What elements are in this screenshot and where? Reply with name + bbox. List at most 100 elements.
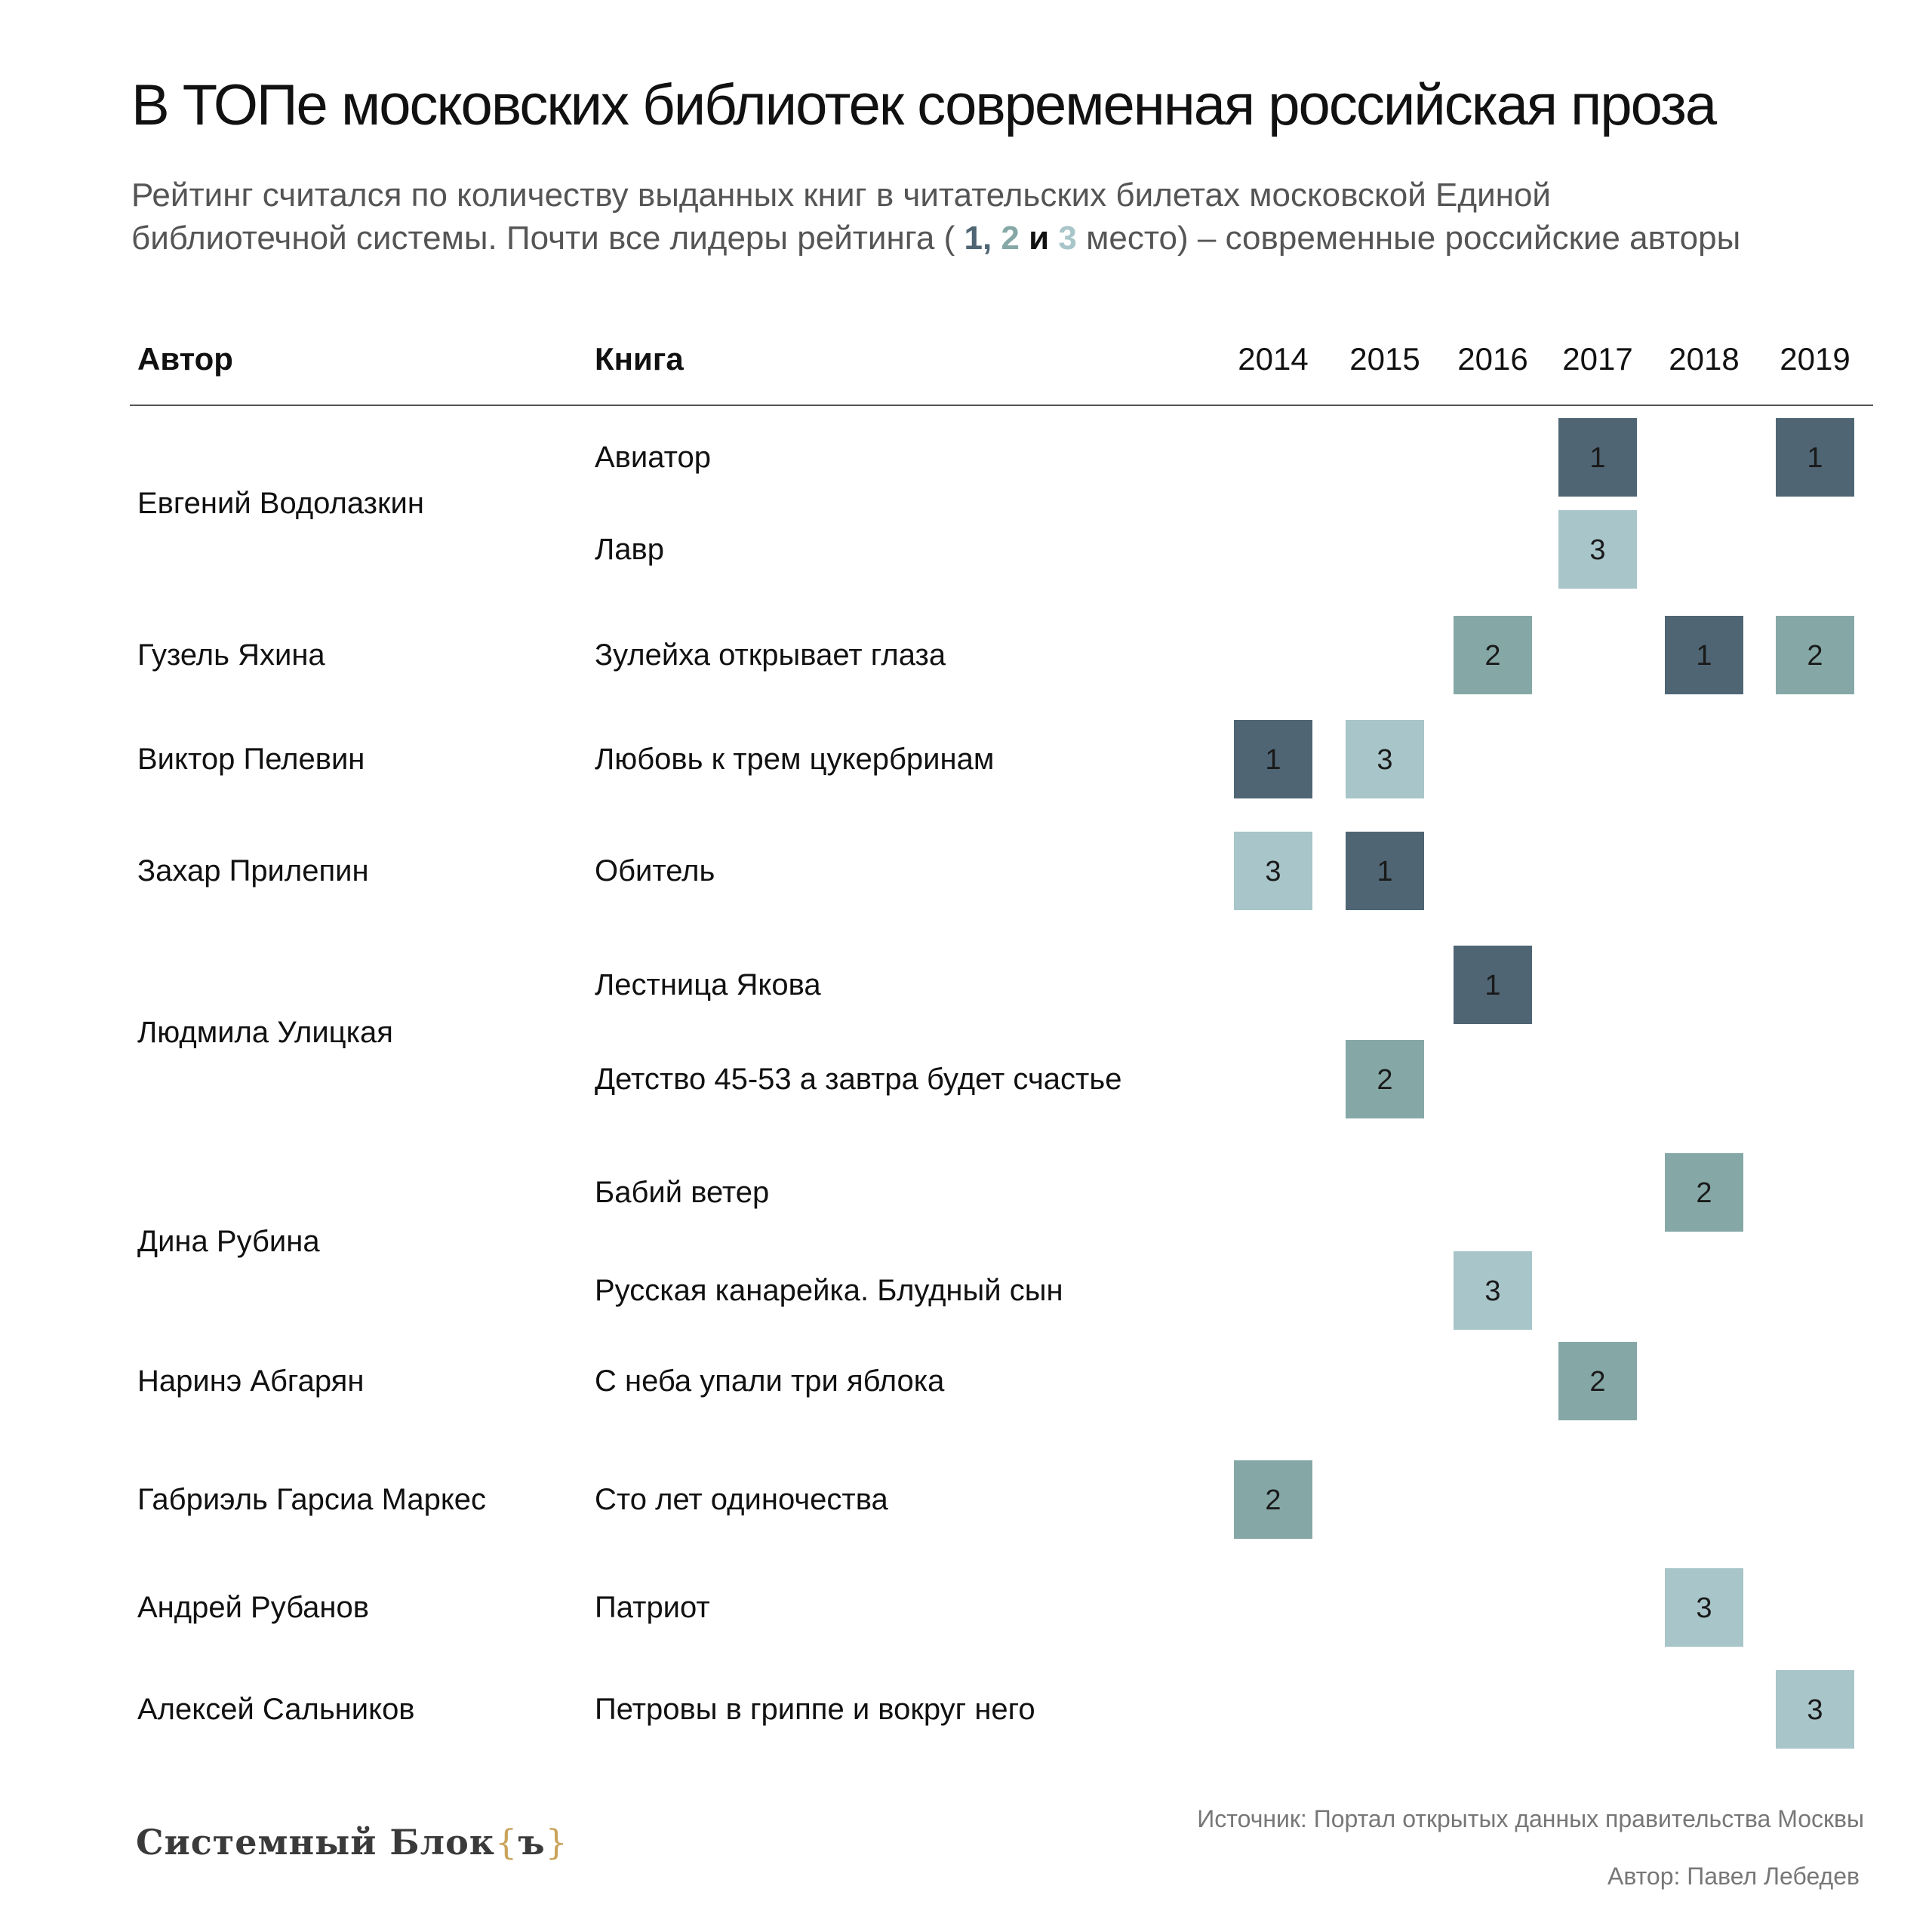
logo-brace-close: } — [545, 1822, 568, 1863]
rank-square — [1558, 510, 1637, 589]
rank-mark-2019: 3 — [1776, 1670, 1854, 1749]
rank-label: 1 — [1377, 856, 1392, 888]
rank-label: 2 — [1265, 1484, 1281, 1516]
author-name: Наринэ Абгарян — [137, 1364, 365, 1398]
book-title: Детство 45-53 а завтра будет счастье — [595, 1063, 1122, 1096]
rank-mark-2016: 3 — [1454, 1251, 1532, 1330]
rank-square — [1234, 832, 1312, 910]
rank-label: 3 — [1589, 534, 1605, 566]
book-title: Авиатор — [595, 441, 712, 474]
rank-label: 2 — [1377, 1064, 1392, 1096]
author-name: Захар Прилепин — [137, 854, 369, 888]
rank-mark-2016: 1 — [1454, 946, 1532, 1024]
rank-square — [1346, 720, 1424, 798]
rank-square — [1234, 1460, 1312, 1539]
author-column-header: Автор — [137, 341, 233, 377]
rank-mark-2018: 3 — [1665, 1568, 1743, 1647]
book-title: Обитель — [595, 854, 715, 888]
logo-brace-letter: ъ — [518, 1822, 546, 1863]
rank-label: 2 — [1484, 640, 1500, 672]
subtitle-line-1: Рейтинг считался по количеству выданных … — [131, 177, 1551, 214]
rank-square — [1665, 616, 1743, 694]
rank-label: 1 — [1265, 744, 1281, 776]
year-header-2016: 2016 — [1457, 341, 1528, 377]
subtitle-line-2-end: место) – современные российские авторы — [1086, 220, 1741, 257]
author-name: Дина Рубина — [137, 1225, 320, 1258]
legend-rank-3: 3 — [1058, 220, 1077, 257]
rank-label: 1 — [1589, 442, 1605, 474]
rank-label: 3 — [1265, 856, 1281, 888]
book-title: Бабий ветер — [595, 1176, 770, 1209]
book-title: Лавр — [595, 533, 664, 566]
rank-label: 1 — [1807, 442, 1823, 474]
author-name: Евгений Водолазкин — [137, 487, 424, 520]
source-note: Источник: Портал открытых данных правите… — [1197, 1805, 1864, 1832]
rank-label: 3 — [1377, 744, 1392, 776]
author-credit: Автор: Павел Лебедев — [1607, 1863, 1860, 1890]
page-title: В ТОПе московских библиотек современная … — [131, 73, 1717, 137]
subtitle: Рейтинг считался по количеству выданных … — [131, 174, 1867, 260]
year-header-2015: 2015 — [1349, 341, 1420, 377]
book-title: С неба упали три яблока — [595, 1364, 945, 1398]
rank-square — [1234, 720, 1312, 798]
rank-mark-2014: 3 — [1234, 832, 1312, 910]
rank-mark-2016: 2 — [1454, 616, 1532, 694]
rank-mark-2017: 1 — [1558, 418, 1637, 497]
subtitle-line-2-start: библиотечной системы. Почти все лидеры р… — [131, 220, 955, 257]
logo-text: Системный Блок — [136, 1822, 496, 1863]
rank-label: 3 — [1696, 1592, 1712, 1624]
rank-square — [1665, 1568, 1743, 1647]
rank-square — [1558, 418, 1637, 497]
legend-and: и — [1029, 220, 1050, 257]
year-header-2014: 2014 — [1238, 341, 1309, 377]
book-title: Зулейха открывает глаза — [595, 638, 946, 672]
rank-mark-2019: 1 — [1776, 418, 1854, 497]
book-title: Сто лет одиночества — [595, 1483, 888, 1516]
logo: Системный Блок{ъ} — [136, 1822, 568, 1863]
rank-square — [1665, 1153, 1743, 1232]
year-header-2018: 2018 — [1669, 341, 1740, 377]
rank-mark-2017: 2 — [1558, 1342, 1637, 1420]
book-title: Лестница Якова — [595, 968, 821, 1001]
rank-label: 3 — [1484, 1275, 1500, 1307]
rank-square — [1346, 832, 1424, 910]
rank-square — [1346, 1040, 1424, 1118]
rank-square — [1454, 1251, 1532, 1330]
book-column-header: Книга — [595, 341, 684, 377]
rank-mark-2014: 2 — [1234, 1460, 1312, 1539]
rank-mark-2014: 1 — [1234, 720, 1312, 798]
rank-mark-2015: 2 — [1346, 1040, 1424, 1118]
rank-square — [1776, 418, 1854, 497]
author-name: Алексей Сальников — [137, 1693, 415, 1726]
rank-mark-2015: 3 — [1346, 720, 1424, 798]
rank-label: 1 — [1696, 640, 1712, 672]
rank-label: 2 — [1696, 1177, 1712, 1209]
author-name: Людмила Улицкая — [137, 1015, 393, 1049]
author-name: Гузель Яхина — [137, 638, 325, 672]
book-title: Патриот — [595, 1591, 710, 1624]
legend-rank-1: 1, — [964, 220, 992, 257]
rank-mark-2018: 2 — [1665, 1153, 1743, 1232]
author-name: Андрей Рубанов — [137, 1591, 370, 1624]
rank-mark-2018: 1 — [1665, 616, 1743, 694]
rank-label: 1 — [1484, 970, 1500, 1001]
rank-mark-2015: 1 — [1346, 832, 1424, 910]
rank-square — [1454, 616, 1532, 694]
book-title: Любовь к трем цукербринам — [595, 743, 995, 776]
rank-square — [1558, 1342, 1637, 1420]
rank-square — [1454, 946, 1532, 1024]
rank-mark-2019: 2 — [1776, 616, 1854, 694]
book-title: Русская канарейка. Блудный сын — [595, 1274, 1063, 1307]
rank-square — [1776, 1670, 1854, 1749]
rank-mark-2017: 3 — [1558, 510, 1637, 589]
header-divider — [130, 405, 1873, 406]
author-name: Виктор Пелевин — [137, 743, 365, 776]
rank-label: 3 — [1807, 1694, 1823, 1726]
rank-square — [1776, 616, 1854, 694]
rank-label: 2 — [1589, 1366, 1605, 1398]
year-header-2017: 2017 — [1562, 341, 1633, 377]
author-name: Габриэль Гарсиа Маркес — [137, 1483, 487, 1516]
book-title: Петровы в гриппе и вокруг него — [595, 1693, 1035, 1726]
